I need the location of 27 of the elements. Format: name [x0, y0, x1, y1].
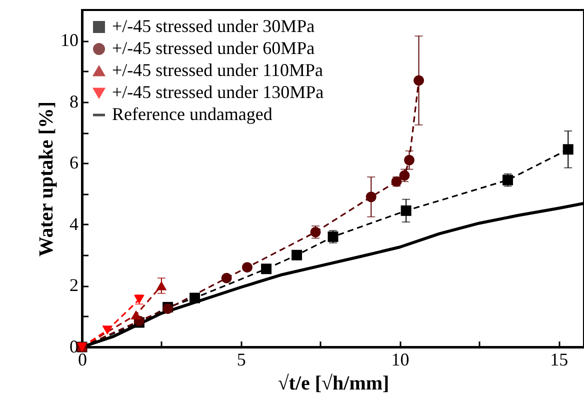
point: [261, 264, 272, 274]
point: [400, 205, 412, 216]
point: [156, 281, 167, 290]
x-tick-label: 15: [550, 350, 568, 370]
legend-label: +/-45 stressed under 30MPa: [112, 16, 315, 36]
legend-label: Reference undamaged: [112, 104, 272, 124]
point: [130, 310, 142, 320]
y-axis-title: Water uptake [%]: [36, 101, 58, 257]
legend-label: +/-45 stressed under 60MPa: [112, 38, 315, 58]
point: [221, 272, 232, 284]
y-tick-label: 8: [70, 91, 78, 112]
point: [190, 292, 200, 304]
x-tick-label: 10: [391, 350, 410, 370]
point: [366, 192, 376, 202]
y-tick-label: 4: [70, 214, 78, 234]
x-tick-label: 5: [236, 350, 246, 370]
point: [414, 75, 424, 86]
y-tick-label: 10: [60, 30, 78, 50]
point: [562, 144, 574, 155]
point: [242, 262, 252, 273]
point: [404, 154, 414, 166]
x-axis-title: √t/e [√h/mm]: [278, 372, 390, 394]
y-tick-label: 2: [70, 275, 78, 296]
y-tick-label: 6: [70, 152, 78, 173]
point: [292, 250, 302, 260]
legend-label: +/-45 stressed under 130MPa: [112, 82, 324, 102]
legend-label: +/-45 stressed under 110MPa: [112, 60, 323, 80]
